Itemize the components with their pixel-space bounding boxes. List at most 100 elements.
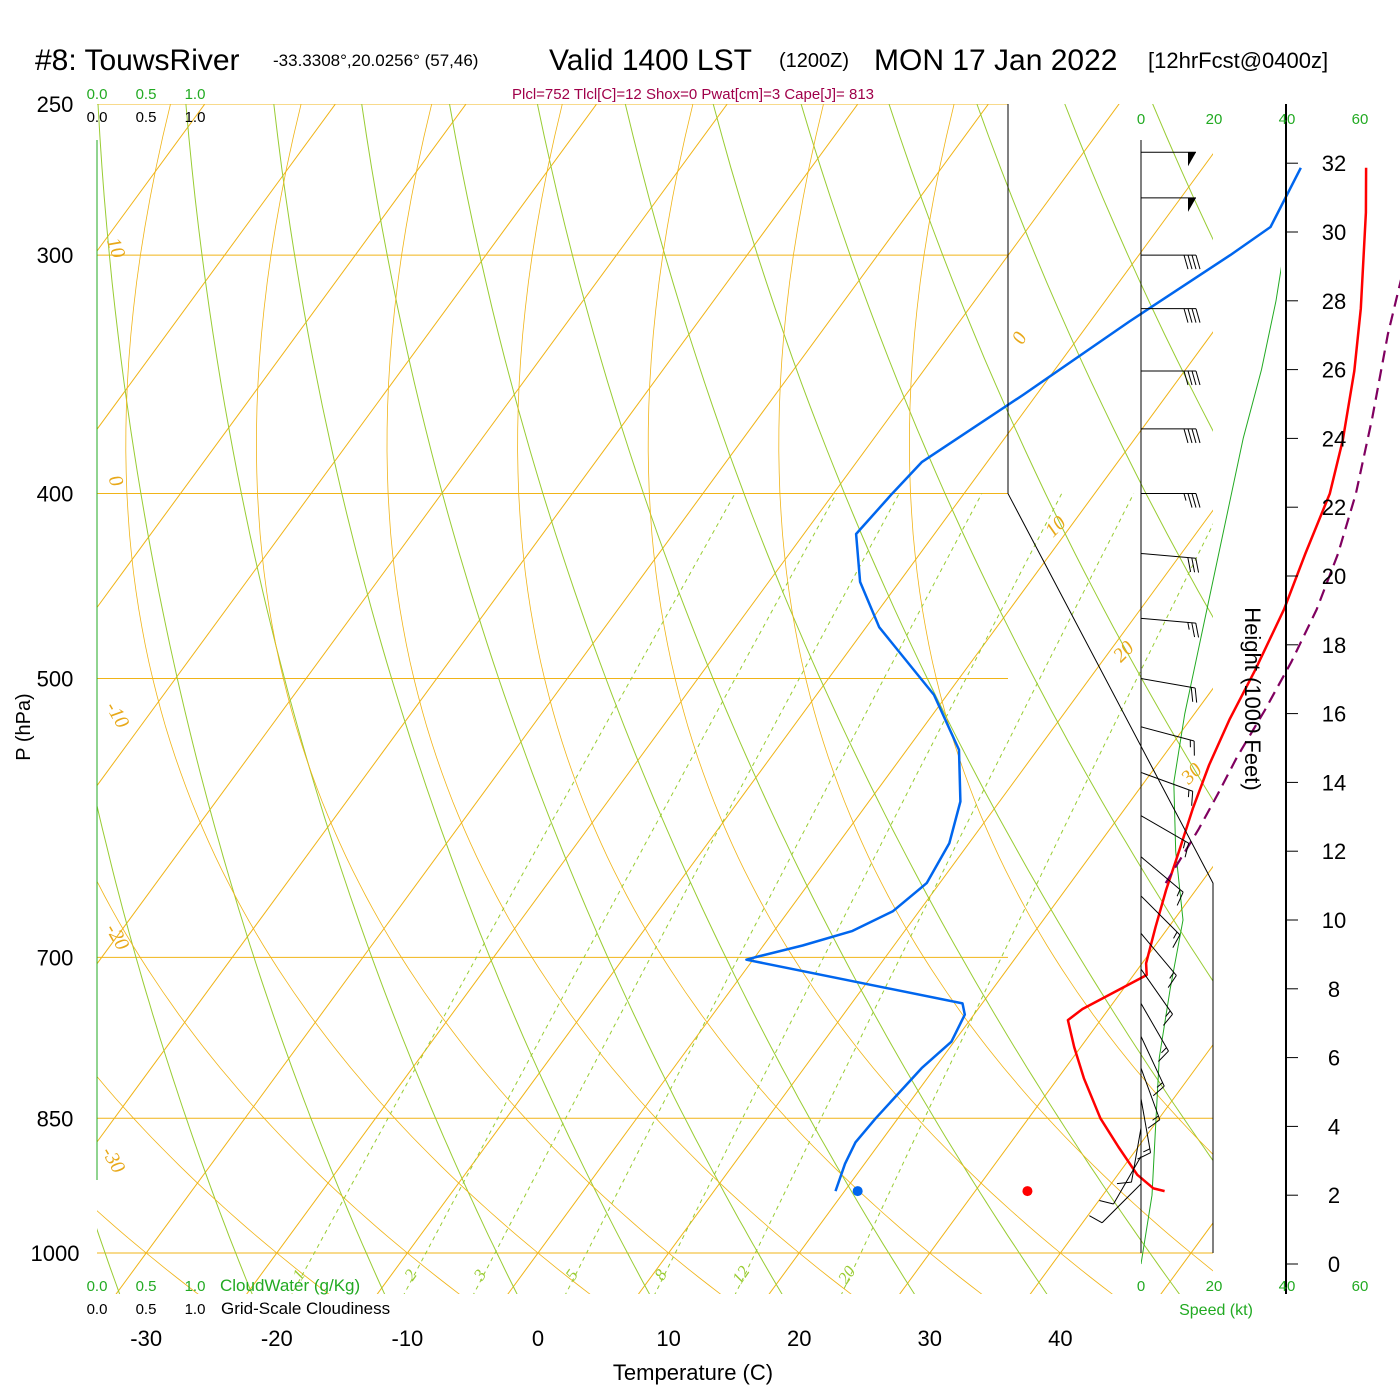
dry-adiabat <box>712 104 1213 1162</box>
speed-scale-bottom: 20 <box>1206 1278 1223 1295</box>
wind-speed-profile <box>1141 266 1281 1265</box>
speed-scale-bottom: 60 <box>1352 1278 1369 1295</box>
cloudiness-label: Grid-Scale Cloudiness <box>221 1299 390 1318</box>
cloudiness-scale-top: 0.0 <box>87 109 108 126</box>
wind-barb-half-feather <box>1187 789 1190 798</box>
wind-barb <box>1140 726 1195 756</box>
cloudiness-scale-bottom: 0.5 <box>136 1301 157 1318</box>
temperature-tick-label: -20 <box>261 1326 293 1351</box>
moist-adiabat <box>517 104 983 1294</box>
wind-barb-shaft <box>1140 933 1177 976</box>
pressure-tick-label: 300 <box>37 243 74 268</box>
height-tick-label: 24 <box>1322 426 1346 451</box>
wind-barb-feather <box>1191 791 1194 806</box>
wind-barb-half-feather <box>1161 1047 1167 1054</box>
cloudiness-scale-bottom: 1.0 <box>185 1301 206 1318</box>
wind-barb-shaft <box>1140 968 1173 1015</box>
temperature-tick-label: 0 <box>532 1326 544 1351</box>
wind-barb <box>1140 552 1200 573</box>
wind-barb-feather <box>1194 687 1198 703</box>
height-tick-label: 4 <box>1328 1114 1340 1139</box>
wind-barb-feather <box>1147 1119 1161 1129</box>
wind-barb-feather <box>1195 558 1200 573</box>
cloudiness-scale-top: 1.0 <box>185 109 206 126</box>
sounding-indices: Plcl=752 Tlcl[C]=12 Shox=0 Pwat[cm]=3 Ca… <box>512 86 874 103</box>
wind-barb-half-feather <box>1143 1148 1151 1153</box>
height-tick-label: 28 <box>1322 289 1346 314</box>
wind-barb-shaft <box>1140 678 1196 689</box>
isotherm-line <box>97 104 859 1143</box>
wind-barb-feather <box>1195 493 1201 508</box>
wind-barb <box>1141 428 1201 444</box>
temperature-tick-label: -30 <box>130 1326 162 1351</box>
wind-barb-shaft <box>1140 617 1196 624</box>
wind-barb-half-feather <box>1152 1115 1159 1121</box>
wind-barb-half-feather <box>1156 1082 1163 1088</box>
speed-scale-bottom: 0 <box>1137 1278 1145 1295</box>
moist-adiabat <box>125 104 591 1294</box>
isotherm-line <box>97 104 598 787</box>
wind-barb-feather <box>1195 428 1201 444</box>
wind-barb <box>1140 895 1181 948</box>
wind-barb-half-feather <box>1165 1010 1171 1017</box>
cloudwater-label: CloudWater (g/Kg) <box>220 1276 360 1295</box>
wind-barb-feather <box>1187 493 1193 508</box>
speed-axis-label: Speed (kt) <box>1179 1302 1253 1319</box>
wind-speed-line <box>1141 266 1281 1265</box>
wind-barb-feather <box>1152 1085 1165 1097</box>
wind-barb-half-feather <box>1183 493 1187 501</box>
wind-barb-feather <box>1195 254 1201 270</box>
wind-barb <box>1141 254 1201 270</box>
temperature-tick-label: 30 <box>918 1326 942 1351</box>
isotherm-line <box>507 331 1213 1294</box>
height-tick-label: 18 <box>1322 633 1346 658</box>
wind-barb <box>1141 370 1201 386</box>
wind-barb-feather <box>1183 254 1189 270</box>
valid-date: MON 17 Jan 2022 <box>874 44 1117 77</box>
wind-barb-shaft <box>1140 1067 1161 1120</box>
wind-barb-feather <box>1191 622 1196 638</box>
cloudiness-scale-top: 0.5 <box>136 109 157 126</box>
wind-barb-feather <box>1191 493 1197 508</box>
wind-barb-feather <box>1191 308 1197 323</box>
wind-barb-feather <box>1183 428 1189 444</box>
cloudwater-scale-bottom: 1.0 <box>185 1278 206 1295</box>
wind-barb-feather <box>1172 934 1181 948</box>
speed-scale-bottom: 40 <box>1279 1278 1296 1295</box>
wind-barb <box>1140 968 1173 1026</box>
wind-barb-feather <box>1191 254 1197 270</box>
dry-adiabat <box>185 104 518 1294</box>
speed-scale-top: 20 <box>1206 111 1223 128</box>
wind-barbs <box>1089 151 1201 1224</box>
wind-barb <box>1141 151 1196 167</box>
wind-barb <box>1140 1003 1169 1062</box>
dry-adiabat <box>624 104 1180 1294</box>
axes: 0246810121416182022242628303225030040050… <box>31 86 1369 1351</box>
isotherm-line <box>97 104 728 965</box>
height-tick-label: 10 <box>1322 908 1346 933</box>
speed-scale-top: 40 <box>1279 111 1296 128</box>
isotherm-line <box>97 104 337 431</box>
moist-adiabat <box>386 104 852 1294</box>
mixing-ratio-line <box>403 493 837 1294</box>
pressure-tick-label: 850 <box>37 1106 74 1131</box>
height-tick-label: 32 <box>1322 151 1346 176</box>
wind-barb-shaft <box>1140 1036 1165 1087</box>
isotherm-line <box>246 104 1120 1294</box>
pressure-tick-label: 250 <box>37 92 74 117</box>
wind-barb-feather <box>1116 1181 1132 1185</box>
dry-adiabat <box>448 104 915 1294</box>
dry-adiabat <box>97 803 253 1294</box>
wind-barb-feather <box>1162 1013 1173 1026</box>
temperature-tick-label: -10 <box>392 1326 424 1351</box>
wind-barb-half-feather <box>1182 841 1186 849</box>
wind-barb-feather <box>1183 370 1189 386</box>
height-tick-label: 8 <box>1328 977 1340 1002</box>
dry-adiabat <box>97 104 386 1294</box>
background-grid <box>97 104 1213 1294</box>
forecast-info: [12hrFcst@0400z] <box>1148 48 1328 73</box>
x-axis-title: Temperature (C) <box>613 1360 773 1385</box>
height-tick-label: 0 <box>1328 1252 1340 1277</box>
height-tick-label: 6 <box>1328 1046 1340 1071</box>
temperature-profile <box>1066 167 1368 1193</box>
